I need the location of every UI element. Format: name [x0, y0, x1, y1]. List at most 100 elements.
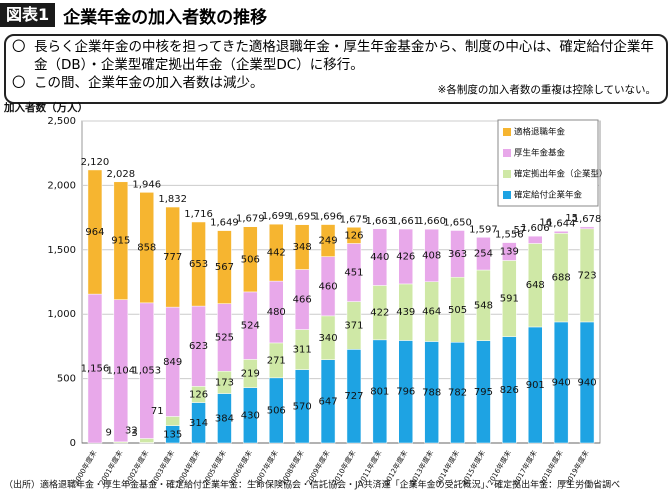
total-label: 1,716 — [184, 209, 213, 220]
total-label: 2,120 — [81, 157, 110, 168]
bar-segment — [579, 226, 595, 230]
figure-tag: 図表1 — [0, 3, 56, 27]
bar-segment — [372, 228, 388, 286]
data-label: 464 — [422, 307, 441, 318]
data-label: 788 — [422, 387, 441, 398]
bar-segment — [502, 242, 517, 261]
data-label: 826 — [500, 385, 519, 396]
data-label: 570 — [293, 401, 312, 412]
data-label: 173 — [215, 377, 234, 388]
data-label: 71 — [151, 406, 164, 417]
data-label: 525 — [215, 332, 234, 343]
header: 図表1 企業年金の加入者数の推移 — [0, 3, 268, 28]
legend-swatch — [503, 128, 511, 136]
data-label: 940 — [552, 377, 571, 388]
data-label: 311 — [293, 345, 312, 356]
bullet-mark: 〇 — [12, 39, 26, 55]
legend-swatch — [503, 149, 511, 157]
total-label: 1,946 — [132, 179, 161, 190]
legend-box — [497, 119, 599, 207]
data-label: 727 — [344, 391, 363, 402]
legend-label: 確定拠出年金（企業型） — [514, 169, 608, 180]
total-label: 1,649 — [210, 218, 239, 229]
data-label: 505 — [448, 305, 467, 316]
data-label: 647 — [319, 396, 338, 407]
legend-label: 確定給付企業年金 — [514, 190, 583, 201]
data-label: 548 — [474, 300, 493, 311]
data-label: 32 — [125, 426, 138, 437]
total-label: 1,675 — [340, 214, 369, 225]
summary-box: 〇長らく企業年金の中核を担ってきた適格退職年金・厚生年金基金から、制度の中心は、… — [4, 34, 668, 104]
data-label: 440 — [370, 252, 389, 263]
total-label: 1,679 — [236, 214, 265, 225]
data-label: 139 — [500, 247, 519, 258]
source: （出所）適格退職年金・厚生年金基金・確定給付企業年金：生命保険協会・信託協会・J… — [4, 479, 620, 491]
data-label: 506 — [241, 254, 260, 265]
bar-segment — [346, 227, 362, 244]
bar-segment — [294, 224, 310, 270]
data-label: 964 — [85, 227, 104, 238]
y-axis-label: 加入者数（万人） — [3, 101, 88, 114]
data-label: 915 — [111, 236, 130, 247]
bar-segment — [139, 438, 154, 443]
data-label: 442 — [267, 248, 286, 259]
data-label: 426 — [396, 251, 415, 262]
y-tick-label: 1,500 — [47, 245, 76, 256]
data-label: 849 — [163, 357, 182, 368]
data-label: 314 — [189, 418, 208, 429]
data-label: 340 — [319, 333, 338, 344]
bullet: 〇この間、企業年金の加入者数は減少。 — [12, 74, 660, 92]
data-label: 422 — [370, 308, 389, 319]
data-label: 371 — [344, 320, 363, 331]
data-label: 723 — [578, 270, 597, 281]
data-label: 271 — [267, 355, 286, 366]
legend-label: 適格退職年金 — [514, 127, 566, 138]
bullet-mark: 〇 — [12, 75, 26, 91]
total-label: 1,832 — [158, 194, 187, 205]
bar-segment — [113, 181, 129, 300]
bar-segment — [191, 221, 206, 307]
total-label: 1,606 — [521, 223, 550, 234]
title: 企業年金の加入者数の推移 — [63, 7, 268, 28]
data-label: 430 — [241, 410, 260, 421]
bar-segment — [269, 223, 284, 282]
total-label: 2,028 — [107, 169, 136, 180]
data-label: 901 — [526, 380, 545, 391]
bar-segment — [476, 237, 491, 271]
data-label: 777 — [163, 252, 182, 263]
data-label: 688 — [552, 273, 571, 284]
data-label: 567 — [215, 262, 234, 273]
total-label: 1,699 — [262, 211, 291, 222]
data-label: 384 — [215, 413, 234, 424]
bar-segment — [87, 169, 103, 295]
data-label: 451 — [344, 268, 363, 279]
data-label: 506 — [267, 405, 286, 416]
bullet: 〇長らく企業年金の中核を担ってきた適格退職年金・厚生年金基金から、制度の中心は、… — [12, 38, 660, 74]
data-label: 57 — [514, 225, 527, 236]
y-tick-label: 1,000 — [47, 309, 76, 320]
data-label: 801 — [370, 386, 389, 397]
data-label: 249 — [319, 236, 338, 247]
bar-segment — [165, 206, 180, 308]
data-label: 796 — [396, 387, 415, 398]
data-label: 363 — [448, 249, 467, 260]
data-label: 623 — [189, 341, 208, 352]
bar-segment — [450, 230, 465, 278]
data-label: 348 — [293, 242, 312, 253]
bar-segment — [165, 416, 180, 426]
data-label: 466 — [293, 295, 312, 306]
bar-segment — [139, 192, 154, 304]
data-label: 653 — [189, 259, 208, 270]
legend-label: 厚生年金基金 — [514, 148, 566, 159]
total-label: 1,597 — [469, 224, 498, 235]
total-label: 1,678 — [573, 214, 602, 225]
y-tick-label: 0 — [70, 438, 76, 449]
total-label: 1,663 — [366, 216, 395, 227]
data-label: 254 — [474, 249, 493, 260]
data-label: 15 — [565, 213, 578, 224]
bar-segment — [528, 235, 543, 244]
data-label: 219 — [241, 369, 260, 380]
y-tick-label: 500 — [57, 374, 76, 385]
bar-segment — [217, 230, 232, 304]
